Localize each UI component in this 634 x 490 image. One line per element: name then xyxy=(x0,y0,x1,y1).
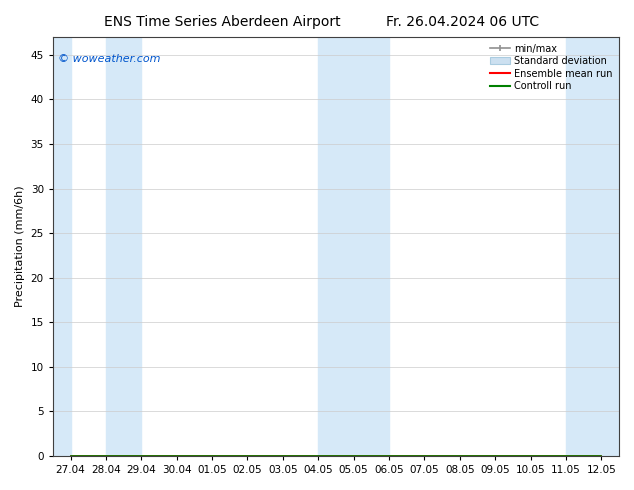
Bar xyxy=(318,37,389,456)
Bar xyxy=(106,37,141,456)
Bar xyxy=(53,37,70,456)
Bar xyxy=(566,37,619,456)
Y-axis label: Precipitation (mm/6h): Precipitation (mm/6h) xyxy=(15,186,25,307)
Legend: min/max, Standard deviation, Ensemble mean run, Controll run: min/max, Standard deviation, Ensemble me… xyxy=(488,42,614,93)
Text: © woweather.com: © woweather.com xyxy=(58,54,161,64)
Text: Fr. 26.04.2024 06 UTC: Fr. 26.04.2024 06 UTC xyxy=(386,15,540,29)
Text: ENS Time Series Aberdeen Airport: ENS Time Series Aberdeen Airport xyxy=(103,15,340,29)
